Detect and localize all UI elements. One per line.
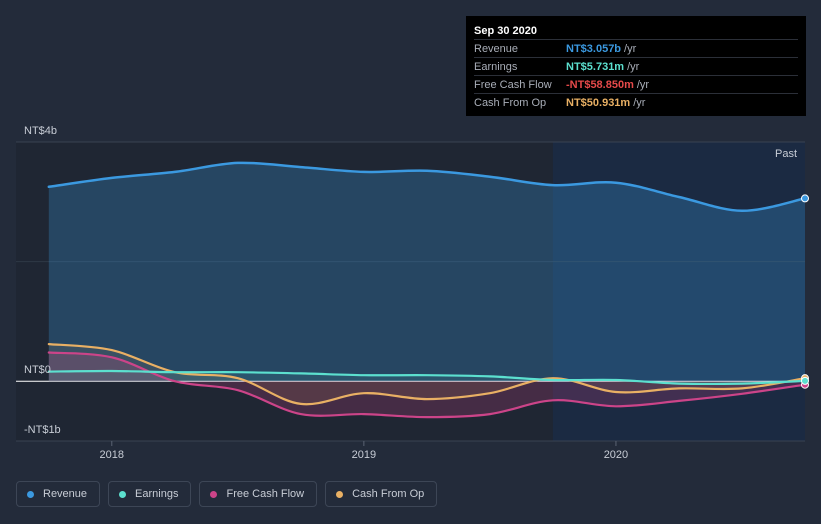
- chart-end-markers: [801, 194, 809, 389]
- tooltip-label: Free Cash Flow: [474, 78, 552, 91]
- legend-label: Free Cash Flow: [226, 488, 305, 500]
- chart-gridlines: [16, 141, 805, 446]
- x-tick-label: 2019: [352, 449, 376, 461]
- tooltip-unit: /yr: [636, 78, 650, 91]
- series-line-revenue: [47, 161, 807, 213]
- tooltip-label: Earnings: [474, 60, 518, 73]
- legend-item-cash-from-op[interactable]: Cash From Op: [325, 481, 438, 507]
- x-tick-label: 2018: [100, 449, 124, 461]
- earnings-dot-icon: [119, 490, 127, 498]
- tooltip-value: -NT$58.850m: [566, 78, 634, 91]
- past-label: Past: [775, 148, 797, 160]
- free-cash-flow-dot-icon: [210, 490, 218, 498]
- chart-legend: Revenue Earnings Free Cash Flow Cash Fro…: [16, 481, 438, 507]
- series-line-free-cash-flow: [47, 351, 807, 419]
- x-tick-label: 2020: [604, 449, 628, 461]
- area-revenue: [48, 162, 806, 382]
- data-tooltip: Sep 30 2020 Revenue NT$3.057b /yr Earnin…: [466, 16, 806, 116]
- legend-item-earnings[interactable]: Earnings: [108, 481, 192, 507]
- tooltip-row-revenue: Revenue NT$3.057b /yr: [474, 39, 798, 57]
- end-marker-earnings: [801, 376, 809, 385]
- tooltip-row-cash-from-op: Cash From Op NT$50.931m /yr: [474, 93, 798, 111]
- chart-lines: [47, 161, 807, 419]
- y-tick-label: NT$4b: [24, 125, 57, 137]
- tooltip-label: Revenue: [474, 42, 519, 55]
- tooltip-value: NT$50.931m: [566, 96, 631, 109]
- tooltip-unit: /yr: [624, 42, 637, 55]
- tooltip-value: NT$3.057b: [566, 42, 622, 55]
- tooltip-date: Sep 30 2020: [474, 25, 537, 37]
- end-marker-revenue: [801, 194, 809, 203]
- tooltip-value: NT$5.731m: [566, 60, 625, 73]
- legend-item-free-cash-flow[interactable]: Free Cash Flow: [199, 481, 318, 507]
- legend-label: Revenue: [43, 488, 88, 500]
- revenue-dot-icon: [27, 490, 34, 498]
- tooltip-unit: /yr: [627, 60, 640, 73]
- legend-item-revenue[interactable]: Revenue: [16, 481, 101, 507]
- chart-areas: [48, 162, 806, 418]
- tooltip-row-earnings: Earnings NT$5.731m /yr: [474, 57, 798, 75]
- tooltip-label: Cash From Op: [474, 96, 547, 109]
- y-tick-label: -NT$1b: [24, 424, 61, 436]
- tooltip-row-free-cash-flow: Free Cash Flow -NT$58.850m /yr: [474, 75, 798, 93]
- series-line-earnings: [47, 369, 807, 386]
- tooltip-unit: /yr: [633, 96, 646, 109]
- area-cash-from-op: [48, 344, 806, 405]
- chart-background: [16, 142, 805, 441]
- area-free-cash-flow: [48, 352, 806, 418]
- cash-from-op-dot-icon: [336, 490, 344, 498]
- legend-label: Earnings: [135, 488, 179, 500]
- y-tick-label: NT$0: [24, 364, 51, 376]
- plot-background: [16, 142, 553, 441]
- chart-axis-labels: NT$4b NT$0 -NT$1b 2018 2019 2020 Past: [24, 125, 797, 461]
- legend-label: Cash From Op: [352, 488, 425, 500]
